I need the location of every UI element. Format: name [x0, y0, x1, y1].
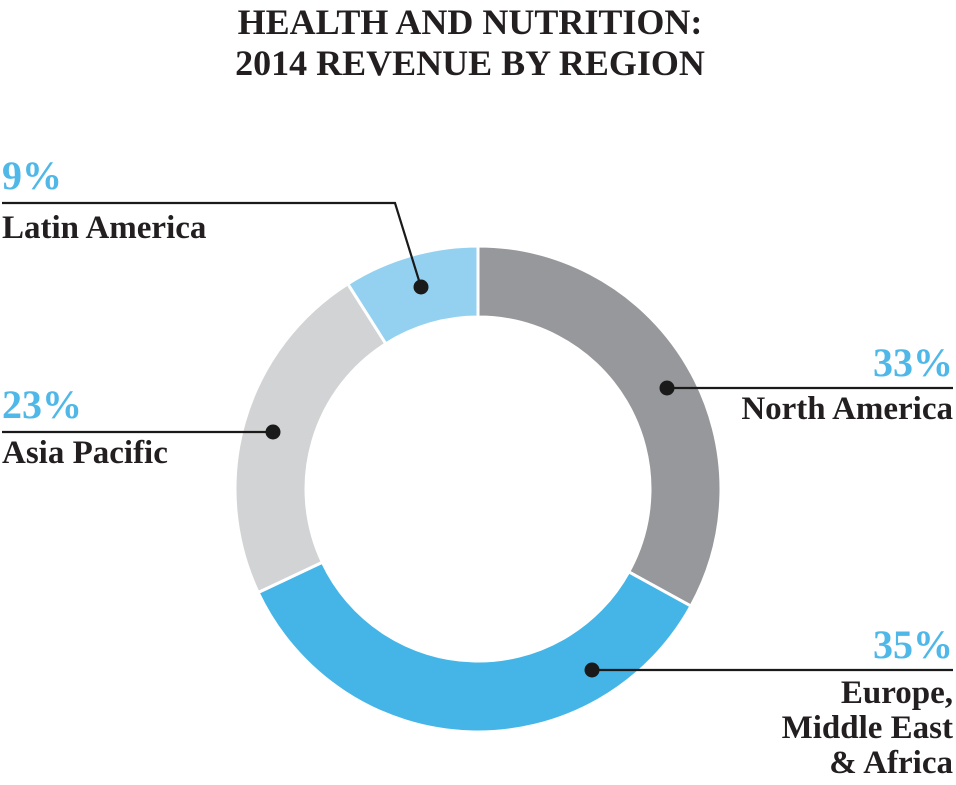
asia-pacific-percent: 23% — [2, 382, 82, 427]
leader-line-latin-america — [2, 201, 423, 288]
asia-pacific-label: Asia Pacific — [2, 435, 168, 471]
leader-latin-america — [2, 201, 429, 295]
emea-percent: 35% — [873, 622, 953, 667]
leader-dot-emea — [584, 662, 600, 678]
leader-asia-pacific — [2, 424, 281, 440]
north-america-label: North America — [741, 391, 953, 427]
emea-label-line3: & Africa — [829, 745, 953, 781]
leader-dot-north-america — [659, 380, 675, 396]
leader-north-america — [659, 380, 953, 396]
donut-segment-europe-middle-east-africa — [256, 560, 693, 734]
donut-segment-north-america — [476, 244, 723, 608]
emea-label-line1: Europe, — [840, 675, 953, 711]
donut-segment-latin-america — [346, 244, 480, 346]
north-america-percent: 33% — [873, 340, 953, 385]
chart-title-line2: 2014 REVENUE BY REGION — [235, 43, 705, 83]
latin-america-percent: 9% — [2, 153, 62, 198]
leader-emea — [584, 662, 953, 678]
chart-title-line1: HEALTH AND NUTRITION: — [237, 2, 703, 42]
chart-title: HEALTH AND NUTRITION: 2014 REVENUE BY RE… — [0, 2, 940, 84]
emea-label-line2: Middle East — [781, 710, 953, 746]
donut-segment-asia-pacific — [233, 282, 388, 594]
emea-label: Europe, Middle East & Africa — [782, 676, 953, 781]
latin-america-label: Latin America — [2, 210, 207, 246]
leader-dot-latin-america — [413, 279, 429, 295]
leader-dot-asia-pacific — [265, 424, 281, 440]
